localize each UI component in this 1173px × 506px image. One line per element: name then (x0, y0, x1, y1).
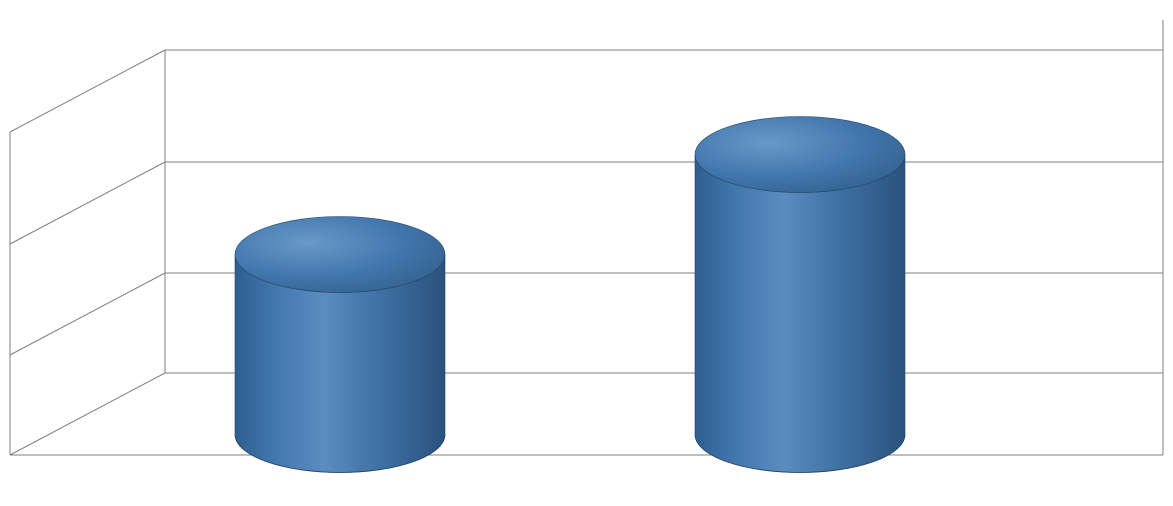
cylinder-bar (695, 117, 905, 473)
cylinder-bar (235, 217, 445, 473)
cylinder-bar-chart (0, 0, 1173, 506)
chart-cylinders (235, 117, 905, 473)
chart-grid (10, 20, 1163, 455)
chart-svg (0, 0, 1173, 506)
